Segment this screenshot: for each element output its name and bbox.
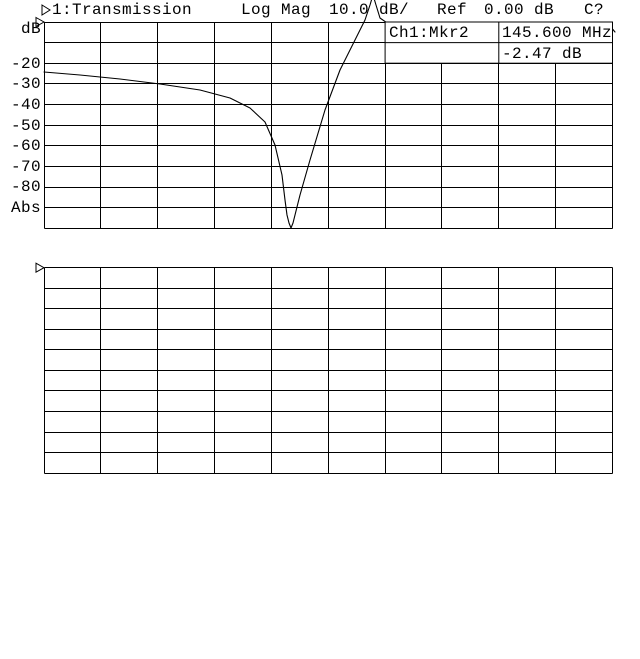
svg-text:1:Transmission: 1:Transmission	[52, 1, 192, 19]
svg-text:Mag: Mag	[281, 1, 311, 19]
svg-text:-60: -60	[11, 137, 41, 155]
svg-text:Log: Log	[241, 1, 271, 19]
svg-text:10.0 dB/: 10.0 dB/	[329, 1, 409, 19]
svg-text:-70: -70	[11, 158, 41, 176]
svg-text:C?: C?	[584, 1, 604, 19]
svg-text:-80: -80	[11, 178, 41, 196]
svg-text:-30: -30	[11, 75, 41, 93]
svg-text:Ch1:Mkr2: Ch1:Mkr2	[389, 24, 469, 42]
svg-text:-40: -40	[11, 96, 41, 114]
svg-text:145.600 MHz: 145.600 MHz	[502, 24, 612, 42]
svg-text:-2.47 dB: -2.47 dB	[502, 45, 582, 63]
svg-text:0.00 dB: 0.00 dB	[484, 1, 554, 19]
svg-text:dB: dB	[21, 20, 41, 38]
svg-text:Abs: Abs	[11, 199, 41, 217]
svg-text:Ref: Ref	[437, 1, 467, 19]
svg-text:-50: -50	[11, 117, 41, 135]
svg-text:-20: -20	[11, 55, 41, 73]
